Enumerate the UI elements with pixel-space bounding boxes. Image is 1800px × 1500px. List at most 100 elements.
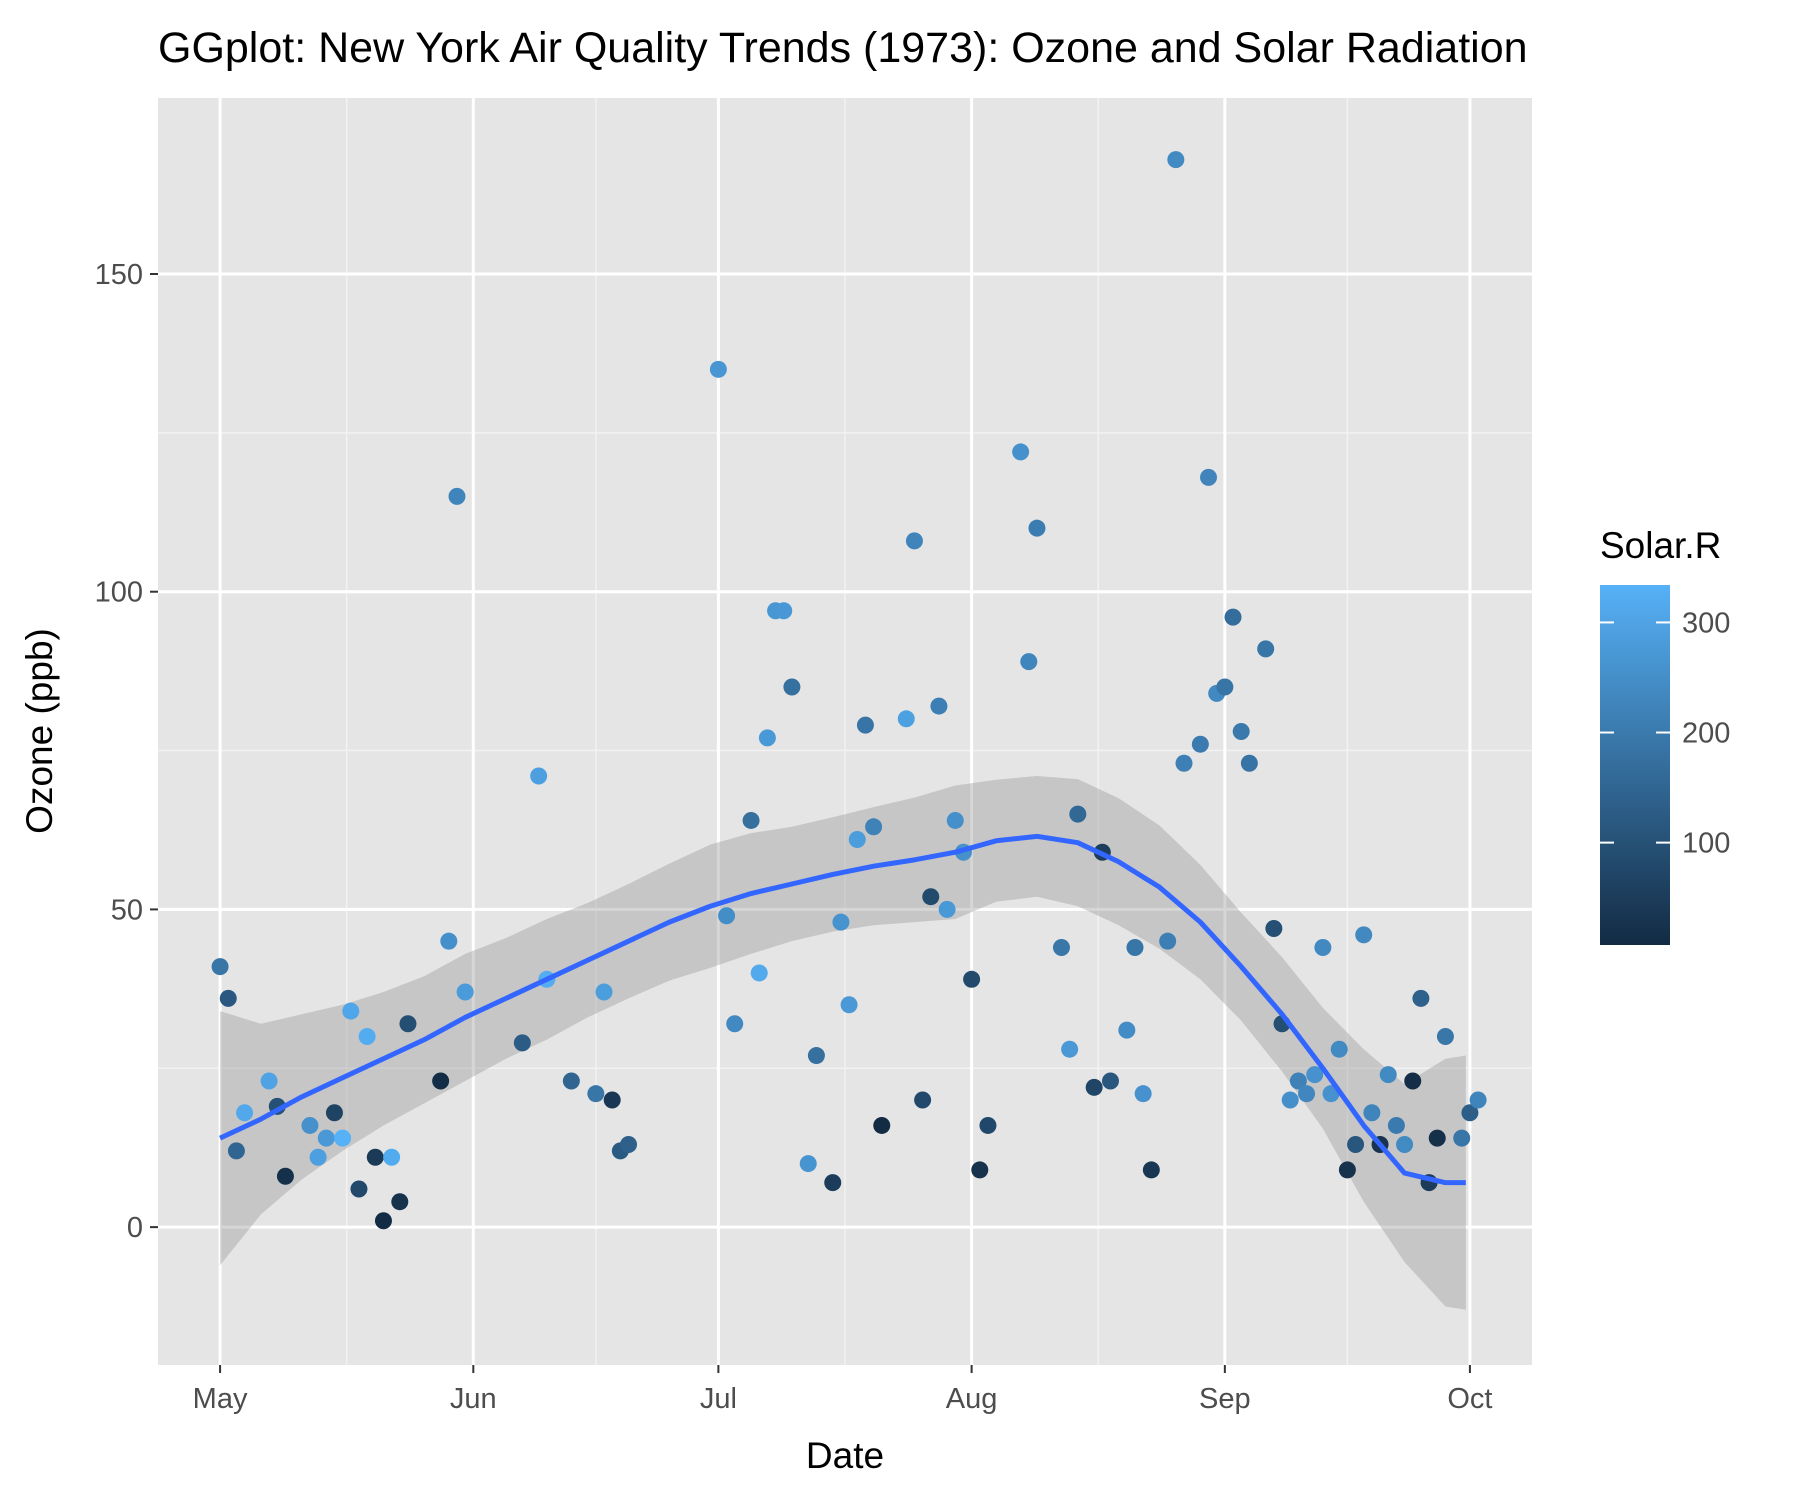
data-point [1306, 1066, 1324, 1084]
legend-tick-label: 200 [1682, 718, 1730, 750]
data-point [1461, 1104, 1479, 1122]
confidence-band-layer [220, 775, 1466, 1310]
data-point [1159, 932, 1177, 950]
data-point [807, 1047, 825, 1065]
data-point [1338, 1161, 1356, 1179]
data-point [342, 1002, 360, 1020]
data-point [758, 729, 776, 747]
data-point [718, 907, 736, 925]
data-point [1469, 1091, 1487, 1109]
data-point [1085, 1078, 1103, 1096]
data-point [456, 983, 474, 1001]
data-point [938, 900, 956, 918]
data-point [595, 983, 613, 1001]
legend-title: Solar.R [1600, 525, 1721, 566]
data-point [211, 958, 229, 976]
data-point [922, 888, 940, 906]
data-point [709, 360, 727, 378]
data-point [1265, 919, 1283, 937]
data-point [1281, 1091, 1299, 1109]
data-point [1396, 1136, 1414, 1154]
data-point [366, 1148, 384, 1166]
data-point [399, 1015, 417, 1033]
smooth-line [219, 833, 1466, 1186]
data-point [1061, 1040, 1079, 1058]
data-point [979, 1116, 997, 1134]
data-point [742, 811, 760, 829]
data-point [1126, 939, 1144, 957]
data-point [1069, 805, 1087, 823]
data-point [930, 697, 948, 715]
data-point [1020, 653, 1038, 671]
data-point [1167, 151, 1185, 169]
legend: Solar.R 100 200 300 [1600, 525, 1730, 945]
data-point [260, 1072, 278, 1090]
data-point [391, 1193, 409, 1211]
data-point [905, 532, 923, 550]
data-point [440, 932, 458, 950]
data-point [1355, 926, 1373, 944]
data-point [219, 989, 237, 1007]
data-point [317, 1129, 335, 1147]
data-point [832, 913, 850, 931]
data-point [1314, 939, 1332, 957]
data-point [865, 818, 883, 836]
data-point [1052, 939, 1070, 957]
data-point [432, 1072, 450, 1090]
y-tick-label: 150 [95, 259, 143, 291]
legend-tick-label: 300 [1682, 607, 1730, 639]
data-point [1363, 1104, 1381, 1122]
data-point [620, 1136, 638, 1154]
data-point [587, 1085, 605, 1103]
data-point [971, 1161, 989, 1179]
x-tick-label: Aug [946, 1383, 998, 1415]
data-point [513, 1034, 531, 1052]
legend-ticks: 100 200 300 [1600, 607, 1730, 860]
x-tick-label: Jun [450, 1383, 497, 1415]
data-point [276, 1167, 294, 1185]
data-point [873, 1116, 891, 1134]
data-point [726, 1015, 744, 1033]
confidence-band [220, 775, 1466, 1310]
data-point [374, 1212, 392, 1230]
data-point [799, 1155, 817, 1173]
data-point [1412, 989, 1430, 1007]
grid-minor [158, 98, 1532, 1365]
data-point [325, 1104, 343, 1122]
data-point [1142, 1161, 1160, 1179]
data-point [334, 1129, 352, 1147]
data-point [783, 678, 801, 696]
x-tick-label: Sep [1199, 1383, 1251, 1415]
data-point [358, 1027, 376, 1045]
data-point [1387, 1116, 1405, 1134]
legend-colorbar [1600, 585, 1670, 945]
data-point [227, 1142, 245, 1160]
data-point [840, 996, 858, 1014]
data-point [775, 602, 793, 620]
data-point [750, 964, 768, 982]
data-point [946, 811, 964, 829]
data-point [1191, 735, 1209, 753]
data-point [350, 1180, 368, 1198]
data-point [1436, 1027, 1454, 1045]
data-point [1134, 1085, 1152, 1103]
x-axis: May Jun Jul Aug Sep Oct [193, 1365, 1492, 1415]
data-point [1379, 1066, 1397, 1084]
smooth-line-layer [219, 833, 1466, 1186]
y-axis-title: Ozone (ppb) [19, 628, 60, 834]
data-point [897, 710, 915, 728]
data-point [1428, 1129, 1446, 1147]
data-point [448, 487, 466, 505]
data-point [1118, 1021, 1136, 1039]
data-point [824, 1174, 842, 1192]
data-point [1298, 1085, 1316, 1103]
data-point [1453, 1129, 1471, 1147]
data-point [1404, 1072, 1422, 1090]
x-tick-label: May [193, 1383, 248, 1415]
data-point [301, 1116, 319, 1134]
data-point [1101, 1072, 1119, 1090]
y-tick-label: 50 [111, 894, 143, 926]
data-point [1257, 640, 1275, 658]
data-point [309, 1148, 327, 1166]
